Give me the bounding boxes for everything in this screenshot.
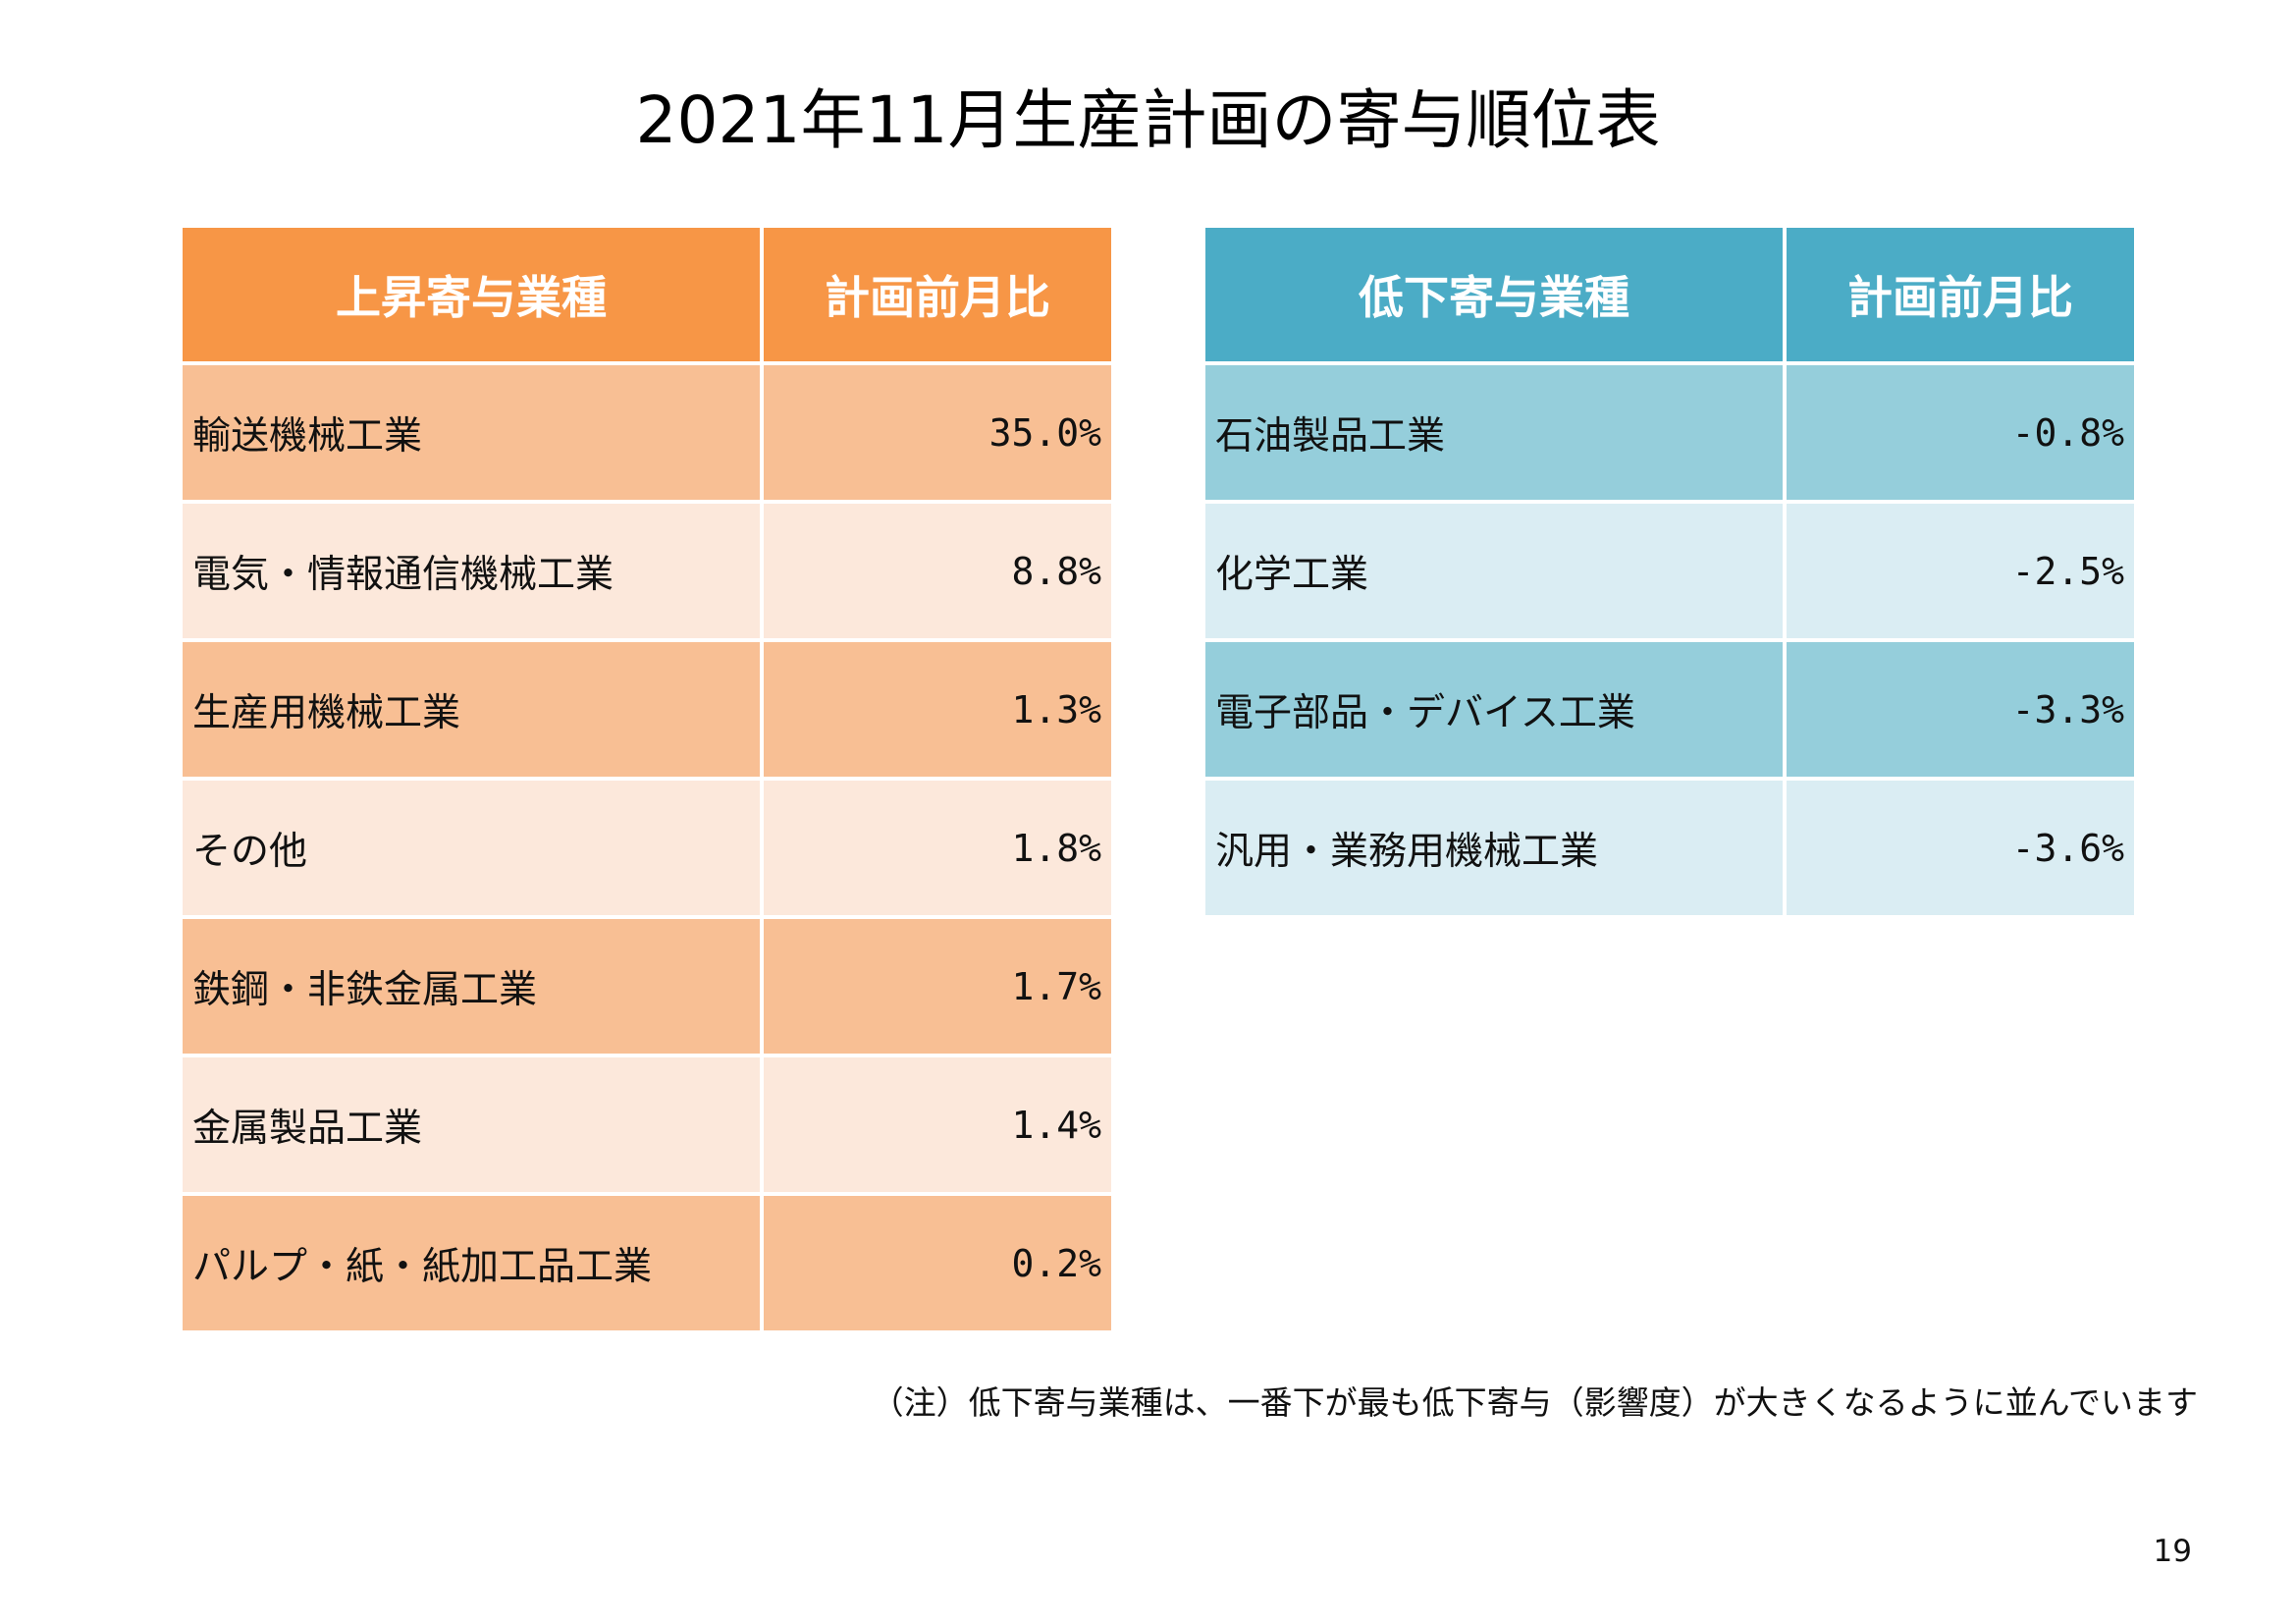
value-cell: 1.8% (764, 781, 1111, 915)
value-cell: -3.3% (1787, 642, 2134, 777)
value-cell: 1.3% (764, 642, 1111, 777)
footnote: （注）低下寄与業種は、一番下が最も低下寄与（影響度）が大きくなるように並んでいま… (871, 1383, 2198, 1422)
table-row: 石油製品工業 -0.8% (1205, 365, 2134, 500)
table-row: 電子部品・デバイス工業 -3.3% (1205, 642, 2134, 777)
table-row: 鉄鋼・非鉄金属工業 1.7% (183, 919, 1111, 1054)
value-cell: 1.4% (764, 1057, 1111, 1192)
value-cell: -3.6% (1787, 781, 2134, 915)
page-title: 2021年11月生産計画の寄与順位表 (635, 82, 1661, 158)
value-cell: -2.5% (1787, 504, 2134, 638)
value-cell: 1.7% (764, 919, 1111, 1054)
table-row: その他 1.8% (183, 781, 1111, 915)
value-cell: -0.8% (1787, 365, 2134, 500)
column-header-change: 計画前月比 (764, 228, 1111, 361)
column-header-industry: 上昇寄与業種 (183, 228, 760, 361)
table-row: 電気・情報通信機械工業 8.8% (183, 504, 1111, 638)
table-row: 金属製品工業 1.4% (183, 1057, 1111, 1192)
industry-cell: 生産用機械工業 (183, 642, 760, 777)
column-header-industry: 低下寄与業種 (1205, 228, 1783, 361)
industry-cell: 輸送機械工業 (183, 365, 760, 500)
value-cell: 8.8% (764, 504, 1111, 638)
table-row: 汎用・業務用機械工業 -3.6% (1205, 781, 2134, 915)
page-number: 19 (2153, 1534, 2192, 1569)
industry-cell: 化学工業 (1205, 504, 1783, 638)
industry-cell: 鉄鋼・非鉄金属工業 (183, 919, 760, 1054)
value-cell: 0.2% (764, 1196, 1111, 1330)
industry-cell: 電子部品・デバイス工業 (1205, 642, 1783, 777)
column-header-change: 計画前月比 (1787, 228, 2134, 361)
table-row: 生産用機械工業 1.3% (183, 642, 1111, 777)
industry-cell: その他 (183, 781, 760, 915)
value-cell: 35.0% (764, 365, 1111, 500)
table-header-row: 低下寄与業種 計画前月比 (1205, 228, 2134, 361)
table-row: 化学工業 -2.5% (1205, 504, 2134, 638)
industry-cell: 金属製品工業 (183, 1057, 760, 1192)
industry-cell: 電気・情報通信機械工業 (183, 504, 760, 638)
table-row: パルプ・紙・紙加工品工業 0.2% (183, 1196, 1111, 1330)
industry-cell: 石油製品工業 (1205, 365, 1783, 500)
industry-cell: パルプ・紙・紙加工品工業 (183, 1196, 760, 1330)
rise-contribution-table: 上昇寄与業種 計画前月比 輸送機械工業 35.0% 電気・情報通信機械工業 8.… (179, 224, 1115, 1334)
table-header-row: 上昇寄与業種 計画前月比 (183, 228, 1111, 361)
industry-cell: 汎用・業務用機械工業 (1205, 781, 1783, 915)
fall-contribution-table: 低下寄与業種 計画前月比 石油製品工業 -0.8% 化学工業 -2.5% 電子部… (1201, 224, 2138, 919)
table-row: 輸送機械工業 35.0% (183, 365, 1111, 500)
